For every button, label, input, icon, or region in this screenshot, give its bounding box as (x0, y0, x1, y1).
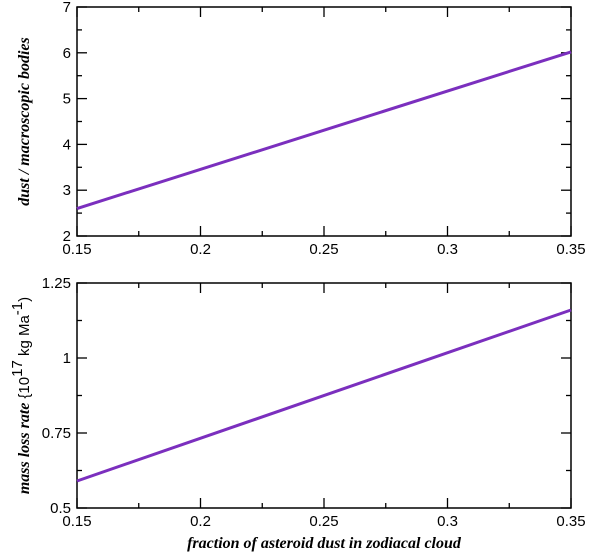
plot-frame (76, 6, 572, 237)
x-tick-label: 0.25 (309, 513, 338, 530)
y-tick-label: 1 (63, 350, 71, 367)
series-line (76, 308, 572, 483)
x-tick-label: 0.35 (556, 241, 585, 258)
y-tick-label: 6 (63, 45, 71, 62)
y-tick-label: 3 (63, 182, 71, 199)
y-tick-label: 1.25 (42, 275, 71, 292)
y-tick-label: 5 (63, 91, 71, 108)
x-tick-label: 0.15 (62, 241, 91, 258)
series-line (76, 50, 572, 210)
top-panel: 0.15 0.2 0.25 0.3 0.35 2 3 4 5 6 7 dust / macroscop… (16, 0, 586, 258)
y-axis-title: dust / macroscopic bodies (16, 37, 33, 205)
x-axis-title: fraction of asteroid dust in zodiacal cl… (187, 535, 462, 552)
x-tick-label: 0.25 (309, 241, 338, 258)
bottom-panel: 0.15 0.2 0.25 0.3 0.35 0.5 0.75 1 1.25 mass loss … (9, 275, 586, 552)
x-tick-label: 0.3 (437, 513, 458, 530)
y-tick-label: 0.75 (42, 425, 71, 442)
x-tick-label: 0.35 (556, 513, 585, 530)
x-tick-label: 0.15 (62, 513, 91, 530)
x-tick-label: 0.2 (190, 513, 211, 530)
y-tick-label: 7 (63, 0, 71, 16)
x-tick-label: 0.3 (437, 241, 458, 258)
y-tick-label: 4 (63, 136, 71, 153)
y-tick-label: 0.5 (50, 500, 71, 517)
x-tick-label: 0.2 (190, 241, 211, 258)
y-axis-title: mass loss rate {1017 kg Ma-1) (9, 297, 33, 494)
y-tick-label: 2 (63, 228, 71, 245)
